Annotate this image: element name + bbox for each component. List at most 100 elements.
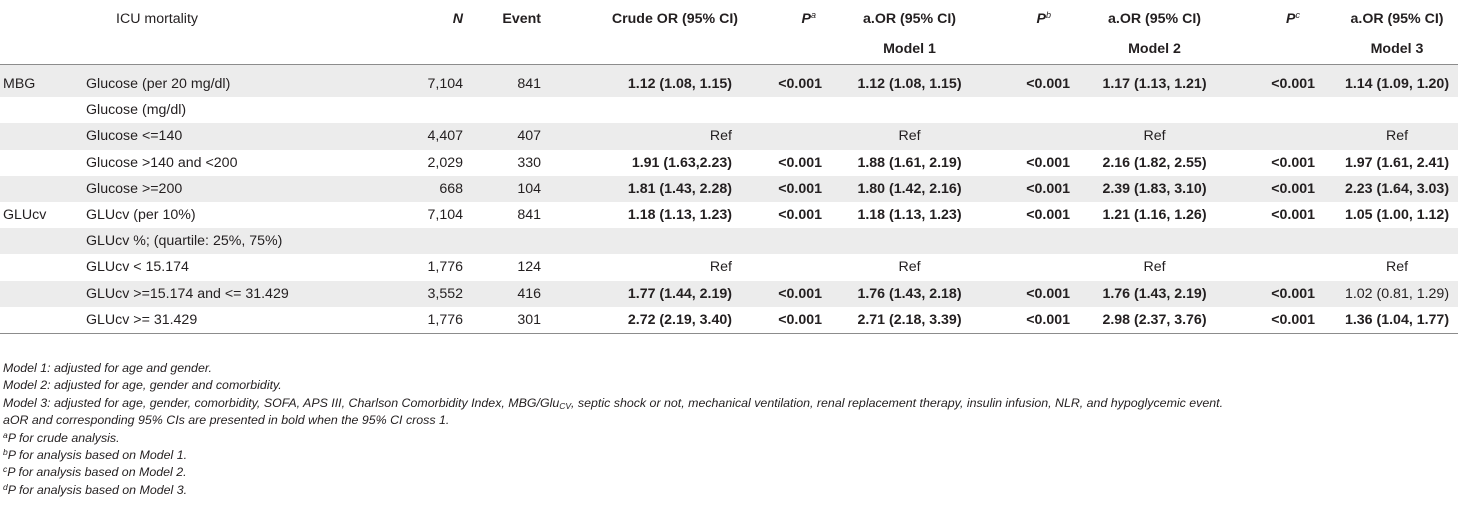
aor1-cell: 1.80 (1.42, 2.16) — [826, 175, 993, 202]
event-cell — [475, 97, 541, 123]
p-c-cell — [1236, 123, 1318, 150]
p-b-cell: <0.001 — [993, 175, 1073, 202]
table-row: Glucose >=200 668 104 1.81 (1.43, 2.28) <0.0… — [0, 175, 1458, 202]
table-row: Glucose (mg/dl) — [0, 97, 1458, 123]
group-cell — [0, 254, 86, 280]
aor3-header: a.OR (95% CI) — [1350, 11, 1444, 27]
event-cell: 407 — [475, 123, 541, 150]
aor2-cell: 2.98 (2.37, 3.76) — [1073, 306, 1236, 334]
footnote-c: cP for analysis based on Model 2. — [3, 464, 187, 480]
table-header: ICU mortality N Event Crude OR (95% CI) … — [0, 0, 1458, 65]
table-row: GLUcv >=15.174 and <= 31.429 3,552 416 1.77… — [0, 280, 1458, 307]
p-b-cell — [993, 254, 1073, 280]
crude-or-header: Crude OR (95% CI) — [611, 11, 738, 27]
n-cell: 7,104 — [335, 64, 475, 98]
crude-or-cell: 1.91 (1.63,2.23) — [631, 154, 732, 171]
p-a-cell — [741, 254, 826, 280]
footnote-a: aP for crude analysis. — [3, 429, 120, 445]
p-c-cell: <0.001 — [1236, 280, 1318, 307]
variable-cell: GLUcv %; (quartile: 25%, 75%) — [86, 228, 335, 255]
variable-cell: Glucose >=200 — [86, 175, 335, 202]
aor2-cell: 2.16 (1.82, 2.55) — [1102, 154, 1207, 171]
n-cell — [335, 228, 475, 255]
aor3-cell — [1318, 97, 1458, 123]
variable-cell: Glucose (per 20 mg/dl) — [86, 64, 335, 98]
aor2-cell: 1.21 (1.16, 1.26) — [1102, 207, 1207, 224]
model1-header: Model 1 — [826, 34, 993, 65]
aor2-cell: 1.17 (1.13, 1.21) — [1073, 64, 1236, 98]
aor2-cell: 1.76 (1.43, 2.19) — [1073, 280, 1236, 307]
aor1-cell: Ref — [826, 123, 993, 150]
p-b-cell — [993, 97, 1073, 123]
crude-or-cell — [541, 228, 741, 255]
event-cell: 330 — [517, 154, 541, 171]
group-cell: MBG — [0, 64, 86, 98]
p-c-cell: <0.001 — [1271, 154, 1315, 171]
crude-or-cell: 1.77 (1.44, 2.19) — [541, 280, 741, 307]
model2-header: Model 2 — [1073, 34, 1236, 65]
p-a-cell — [741, 228, 826, 255]
n-cell: 3,552 — [335, 280, 475, 307]
aor3-cell: 1.02 (0.81, 1.29) — [1318, 280, 1458, 307]
variable-cell: GLUcv >=15.174 and <= 31.429 — [86, 280, 335, 307]
p-a-cell — [741, 123, 826, 150]
event-cell: 841 — [517, 207, 541, 224]
event-cell: 104 — [475, 175, 541, 202]
aor1-cell: 1.76 (1.43, 2.18) — [826, 280, 993, 307]
p-a-cell — [741, 97, 826, 123]
p-c-header: Pc — [1286, 10, 1300, 28]
p-a-cell: <0.001 — [778, 207, 822, 224]
event-cell: 301 — [475, 306, 541, 334]
crude-or-cell: Ref — [541, 123, 741, 150]
table-row: Glucose >140 and <200 2,029 330 1.91 (1.63,… — [0, 150, 1458, 176]
n-cell: 668 — [335, 175, 475, 202]
footnote-model1: Model 1: adjusted for age and gender. — [3, 361, 212, 375]
group-cell: GLUcv — [3, 207, 47, 224]
p-b-cell: <0.001 — [993, 280, 1073, 307]
n-cell: 4,407 — [335, 123, 475, 150]
footnote-bold-note: aOR and corresponding 95% CIs are presen… — [3, 413, 450, 428]
p-c-cell: <0.001 — [1236, 175, 1318, 202]
aor3-cell: 1.05 (1.00, 1.12) — [1344, 207, 1450, 224]
aor1-cell: 2.71 (2.18, 3.39) — [826, 306, 993, 334]
aor3-cell: 1.14 (1.09, 1.20) — [1318, 64, 1458, 98]
group-cell — [0, 175, 86, 202]
aor1-header: a.OR (95% CI) — [862, 11, 957, 27]
aor1-cell: 1.88 (1.61, 2.19) — [857, 154, 962, 171]
n-cell: 7,104 — [427, 207, 463, 224]
event-header: Event — [502, 11, 541, 27]
aor1-cell — [826, 228, 993, 255]
footnote-d: dP for analysis based on Model 3. — [3, 481, 188, 497]
event-cell — [475, 228, 541, 255]
event-cell: 416 — [475, 280, 541, 307]
results-table: ICU mortality N Event Crude OR (95% CI) … — [0, 0, 1458, 334]
aor1-cell — [826, 97, 993, 123]
p-c-cell: <0.001 — [1236, 306, 1318, 334]
variable-cell: Glucose >140 and <200 — [86, 154, 238, 171]
variable-cell: GLUcv >= 31.429 — [86, 306, 335, 334]
crude-or-cell: 2.72 (2.19, 3.40) — [541, 306, 741, 334]
group-cell — [0, 150, 86, 176]
p-a-cell: <0.001 — [741, 175, 826, 202]
aor2-cell — [1073, 97, 1236, 123]
table-footnotes: Model 1: adjusted for age and gender. Mo… — [3, 360, 1223, 499]
table-row: GLUcv %; (quartile: 25%, 75%) — [0, 228, 1458, 255]
p-c-cell — [1236, 228, 1318, 255]
aor2-cell — [1073, 228, 1236, 255]
n-cell — [335, 97, 475, 123]
table-row: GLUcv GLUcv (per 10%) 7,104 841 1.18 (1.13, … — [0, 202, 1458, 228]
aor2-header: a.OR (95% CI) — [1107, 11, 1202, 27]
aor1-cell: Ref — [898, 259, 921, 276]
group-cell — [0, 280, 86, 307]
p-b-cell: <0.001 — [993, 64, 1073, 98]
variable-cell: Glucose <=140 — [86, 123, 335, 150]
outcome-header: ICU mortality — [116, 11, 198, 27]
p-b-cell: <0.001 — [993, 306, 1073, 334]
p-a-cell: <0.001 — [741, 280, 826, 307]
p-c-cell — [1236, 254, 1318, 280]
footnote-model3: Model 3: adjusted for age, gender, comor… — [3, 395, 1224, 411]
footnote-b: bP for analysis based on Model 1. — [3, 447, 188, 463]
group-cell — [0, 306, 86, 334]
table-body: MBG Glucose (per 20 mg/dl) 7,104 841 1.12 (1… — [0, 64, 1458, 334]
aor3-cell: 2.23 (1.64, 3.03) — [1318, 175, 1458, 202]
